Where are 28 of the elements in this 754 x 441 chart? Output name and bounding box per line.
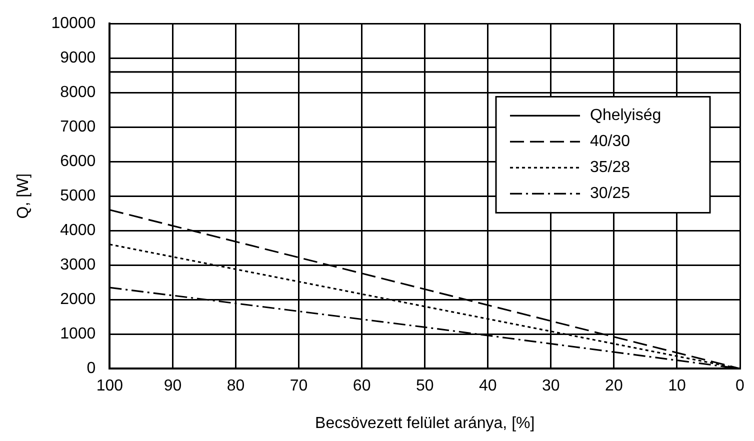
x-tick-label: 50: [416, 378, 434, 395]
legend-label: 30/25: [590, 185, 630, 202]
x-tick-label: 60: [352, 378, 371, 395]
y-tick-label: 3000: [60, 256, 96, 274]
y-tick-label: 2000: [60, 291, 96, 308]
x-tick-label: 40: [478, 378, 497, 395]
x-tick-label: 30: [542, 378, 560, 395]
x-tick-label: 0: [736, 378, 745, 395]
x-tick-label: 10: [668, 378, 686, 395]
y-tick-label: 9000: [60, 50, 96, 67]
legend-label: 35/28: [590, 159, 630, 176]
y-tick-label: 10000: [51, 15, 96, 32]
x-tick-label: 80: [226, 378, 245, 395]
y-tick-label: 0: [86, 360, 96, 378]
x-axis-title: Becsövezett felület aránya, [%]: [315, 414, 535, 432]
y-tick-label: 1000: [60, 326, 96, 343]
legend-label: Qhelyiség: [590, 107, 662, 124]
x-tick-label: 70: [290, 378, 308, 395]
y-tick-label: 7000: [60, 118, 96, 136]
x-tick-label: 20: [605, 378, 623, 395]
y-tick-label: 5000: [60, 188, 96, 205]
x-tick-label: 90: [164, 378, 182, 395]
legend-label: 40/30: [590, 133, 630, 150]
x-tick-label: 100: [96, 378, 124, 395]
y-tick-label: 4000: [60, 222, 96, 240]
y-tick-label: 6000: [60, 153, 96, 170]
y-tick-label: 8000: [60, 84, 96, 102]
y-axis-title: Q, [W]: [15, 173, 32, 219]
